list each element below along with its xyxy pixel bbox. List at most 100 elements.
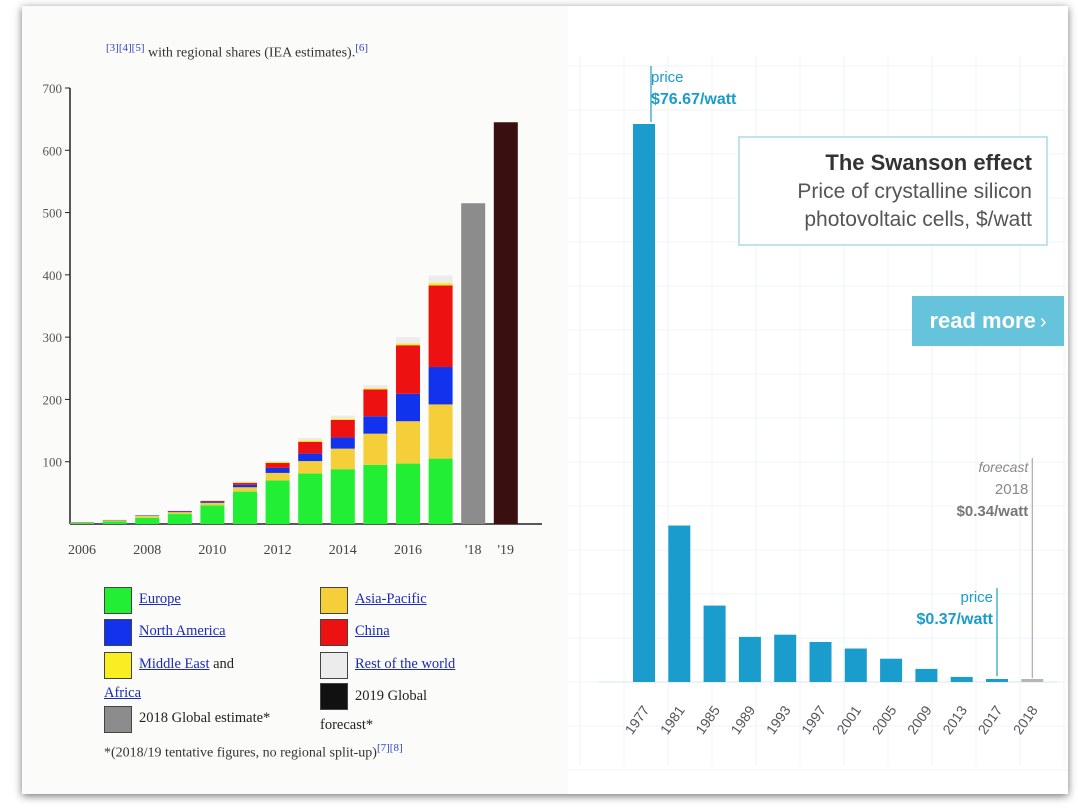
- bar-2008-europe: [135, 517, 160, 524]
- annotation-price-label: price: [651, 69, 684, 86]
- swanson-bar-chart: 1977 1981 1985 1989 1993 1997 2001 2005 2009 2013…: [568, 56, 1068, 771]
- legend-label-2019-forecast-2: forecast*: [320, 717, 374, 733]
- bar-2017-middle-east-and-africa: [428, 282, 453, 286]
- footnote-refs[interactable]: [7][8]: [376, 742, 403, 754]
- bar-2006-europe: [70, 523, 94, 524]
- bar-2013-europe: [298, 473, 323, 524]
- legend-swatch-europe: [104, 587, 132, 614]
- legend-item-2019-forecast-line2: forecast*: [320, 717, 373, 734]
- x-tick-label-2018: 2018: [1010, 702, 1041, 737]
- annotation-last-price-label: price: [960, 589, 993, 606]
- y-tick-label: 100: [43, 455, 63, 470]
- bar-2008-asia-pacific: [135, 515, 160, 518]
- x-tick-label-1993: 1993: [763, 702, 794, 737]
- x-tick-label: '18: [465, 543, 482, 558]
- bar-2012-europe: [265, 480, 290, 524]
- legend-label-2018-estimate: 2018 Global estimate*: [139, 710, 271, 726]
- legend-swatch-rest-of-world: [320, 652, 348, 679]
- read-more-label: read more: [929, 308, 1036, 333]
- bar-2014-rest-of-the-world: [330, 415, 355, 419]
- bar-2010-rest-of-the-world: [200, 500, 225, 501]
- legend-link-africa[interactable]: Africa: [104, 685, 142, 701]
- bar-2010-asia-pacific: [200, 502, 225, 506]
- legend-and-text: and: [213, 656, 235, 672]
- bar-1993: [774, 634, 797, 682]
- legend-item-china: China: [355, 623, 390, 640]
- legend-swatch-asia-pacific: [320, 587, 348, 614]
- bar-1989: [738, 636, 761, 682]
- legend-link-middle-east[interactable]: Middle East: [139, 656, 210, 672]
- bar-2015-china: [363, 389, 388, 417]
- bar-2013-asia-pacific: [298, 461, 323, 474]
- bar-1985: [703, 605, 726, 682]
- x-tick-label: 2006: [68, 543, 96, 558]
- bar-2007-europe: [102, 521, 127, 524]
- x-tick-label-1985: 1985: [692, 702, 723, 737]
- legend-item-2019-forecast: 2019 Global: [355, 688, 427, 705]
- caption-refs[interactable]: [3][4][5]: [106, 42, 145, 54]
- annotation-price-value: $76.67/watt: [651, 91, 737, 108]
- y-tick-label: 600: [43, 143, 63, 158]
- bar-2009-rest-of-the-world: [167, 510, 192, 511]
- caption-ref[interactable]: [6]: [355, 42, 369, 54]
- y-tick-label: 400: [43, 268, 63, 283]
- chart-title-box: The Swanson effect Price of crystalline …: [738, 136, 1048, 246]
- x-tick-label: 2008: [133, 543, 161, 558]
- bar-2017-north-america: [428, 367, 453, 405]
- legend-link-asia-pacific[interactable]: Asia-Pacific: [355, 591, 427, 607]
- bar-2013-north-america: [298, 453, 323, 462]
- bar-2013-middle-east-and-africa: [298, 440, 323, 442]
- bar-2008-north-america: [135, 515, 160, 516]
- legend-item-asia-pacific: Asia-Pacific: [355, 591, 427, 608]
- x-tick-label: 2010: [198, 543, 226, 558]
- legend-link-china[interactable]: China: [355, 623, 390, 639]
- x-tick-label: 2014: [329, 543, 357, 558]
- x-tick-label-1989: 1989: [727, 702, 758, 737]
- x-tick-label: 2016: [394, 543, 422, 558]
- legend-item-africa: Africa: [104, 685, 141, 702]
- bar-2017-rest-of-the-world: [428, 275, 453, 283]
- left-panel: [3][4][5] with regional shares (IEA esti…: [22, 6, 568, 794]
- bar-1977: [633, 124, 655, 682]
- bar-1997: [809, 641, 832, 682]
- stacked-bar-chart: 100 200 300 400 500 600 700 2006 2008 2010 2012 201…: [43, 81, 542, 558]
- bar-2016-rest-of-the-world: [396, 337, 420, 344]
- bar-2012-north-america: [265, 467, 290, 473]
- legend-link-europe[interactable]: Europe: [139, 591, 181, 607]
- y-tick-label: 300: [43, 330, 63, 345]
- bar-2016-asia-pacific: [396, 421, 420, 464]
- bar-2014-china: [330, 419, 355, 438]
- bar-2016-china: [396, 345, 420, 394]
- legend-link-rest-of-world[interactable]: Rest of the world: [355, 656, 456, 672]
- bar-2012-middle-east-and-africa: [265, 462, 290, 463]
- legend-label-2019-forecast: 2019 Global: [355, 688, 428, 704]
- chart-subtitle-line1: Price of crystalline silicon: [797, 180, 1032, 203]
- legend-item-middle-east: Middle East and: [139, 656, 234, 673]
- bar-2015-north-america: [363, 416, 388, 434]
- x-tick-label-2005: 2005: [869, 702, 900, 737]
- legend-item-north-america: North America: [139, 623, 226, 640]
- bar-2011-china: [233, 482, 257, 485]
- bar-2011-north-america: [233, 484, 257, 488]
- footnote-text: *(2018/19 tentative figures, no regional…: [104, 745, 377, 761]
- legend-link-north-america[interactable]: North America: [139, 623, 226, 639]
- bar-2014-north-america: [330, 437, 355, 449]
- bar-2009: [915, 668, 938, 682]
- annotation-forecast-label: forecast: [978, 459, 1029, 475]
- bar-2005: [880, 658, 903, 682]
- legend-swatch-2018-estimate: [104, 706, 132, 733]
- bar-2015-middle-east-and-africa: [363, 388, 388, 390]
- right-panel: 1977 1981 1985 1989 1993 1997 2001 2005 2009 2013…: [568, 6, 1068, 794]
- chart-subtitle-line2: photovoltaic cells, $/watt: [804, 208, 1032, 231]
- legend-swatch-north-america: [104, 619, 132, 646]
- bar-2015-asia-pacific: [363, 433, 388, 465]
- bar-2017-asia-pacific: [428, 404, 453, 459]
- bar-2018: [1021, 679, 1044, 682]
- bar-2009-north-america: [167, 511, 192, 513]
- annotation-forecast-value: $0.34/watt: [957, 503, 1029, 520]
- bar-2010-north-america: [200, 501, 225, 503]
- x-tick-label-1977: 1977: [621, 702, 652, 737]
- chart-caption: [3][4][5] with regional shares (IEA esti…: [106, 42, 368, 62]
- read-more-button[interactable]: read more ›: [912, 296, 1064, 346]
- bar-2011-middle-east-and-africa: [233, 482, 257, 483]
